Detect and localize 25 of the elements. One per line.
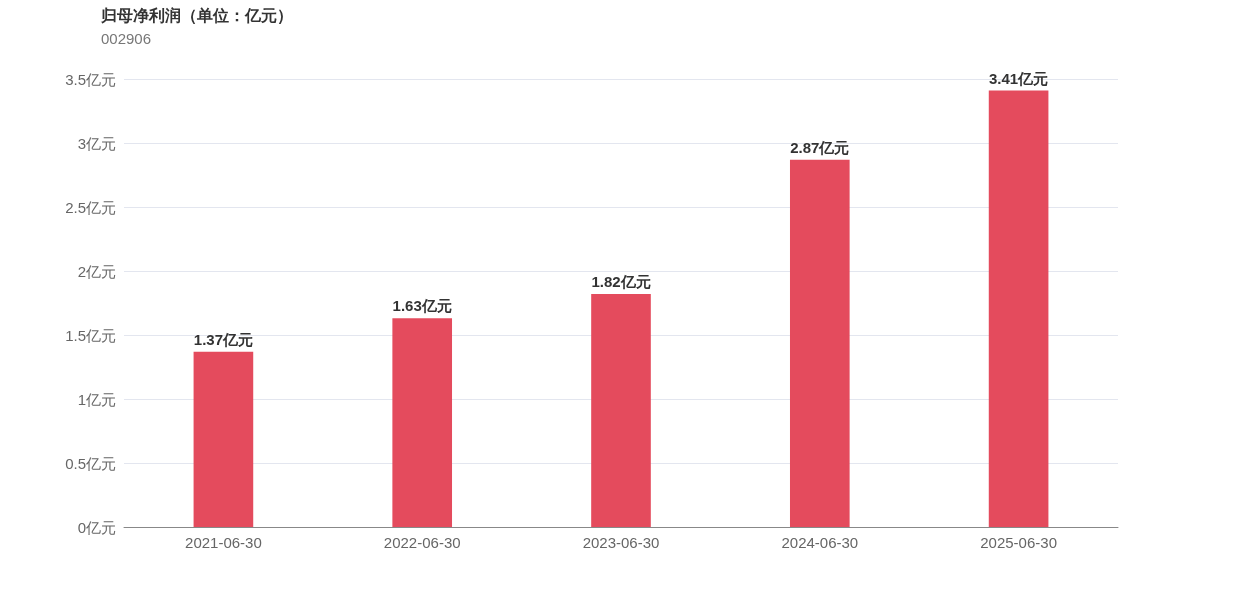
y-tick-label: 3亿元	[77, 134, 116, 152]
y-tick-label: 1亿元	[77, 390, 116, 408]
y-tick-label: 0.5亿元	[65, 454, 116, 472]
data-label: 2.87亿元	[790, 138, 850, 156]
y-tick-label: 0亿元	[77, 518, 116, 536]
x-tick-label: 2021-06-30	[185, 534, 262, 551]
data-label: 1.37亿元	[193, 330, 253, 348]
data-label: 3.41亿元	[989, 69, 1049, 87]
bar	[591, 294, 651, 527]
bar	[193, 351, 254, 527]
x-tick-label: 2025-06-30	[980, 534, 1057, 551]
bar	[392, 318, 453, 527]
x-tick-label: 2022-06-30	[383, 534, 461, 551]
bar	[988, 90, 1049, 527]
chart-title: 归母净利润（单位：亿元）	[100, 6, 293, 25]
bar	[789, 159, 850, 527]
y-tick-label: 1.5亿元	[65, 326, 116, 344]
y-tick-label: 2.5亿元	[65, 198, 116, 216]
data-label: 1.63亿元	[392, 297, 452, 315]
x-tick-label: 2023-06-30	[582, 534, 660, 551]
y-tick-label: 2亿元	[77, 262, 116, 280]
data-label: 1.82亿元	[591, 273, 651, 291]
chart-subtitle: 002906	[101, 30, 152, 47]
x-tick-label: 2024-06-30	[781, 534, 859, 551]
y-tick-label: 3.5亿元	[65, 70, 116, 88]
